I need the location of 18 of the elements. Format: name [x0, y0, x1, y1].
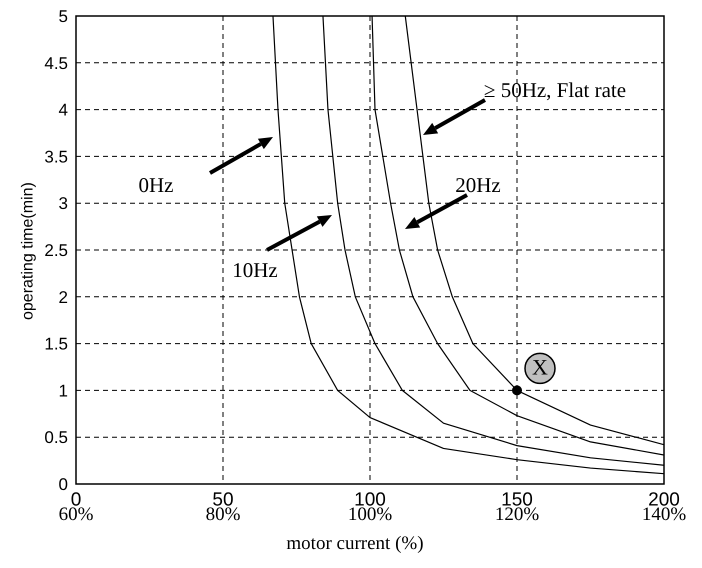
- y-tick-label: 4.5: [44, 54, 68, 73]
- y-tick-label: 3.5: [44, 147, 68, 166]
- y-tick-label: 4: [58, 100, 68, 120]
- y-tick-label: 0.5: [44, 428, 68, 448]
- annotation: 10Hz: [232, 258, 278, 282]
- y-tick-label: 1: [58, 381, 68, 400]
- annotation: 20Hz: [455, 172, 501, 197]
- y-tick-label: 0: [58, 475, 68, 494]
- y-tick-label: 2: [58, 288, 68, 307]
- y-tick-label: 2.5: [44, 241, 68, 260]
- y-axis-title: operating time(min): [20, 182, 37, 320]
- y-tick-label: 3: [58, 194, 68, 214]
- annotation: 0Hz: [138, 172, 174, 197]
- annotation: ≥ 50Hz, Flat rate: [484, 78, 626, 102]
- annotation: X: [532, 354, 548, 380]
- x-axis-title: motor current (%): [285, 533, 425, 555]
- y-tick-label: 5: [58, 7, 68, 26]
- y-tick-label: 1.5: [44, 334, 68, 354]
